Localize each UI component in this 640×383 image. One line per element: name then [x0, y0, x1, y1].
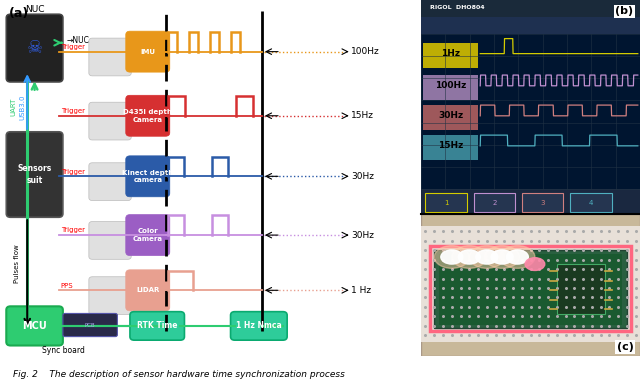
Circle shape — [525, 258, 545, 270]
Text: RTK Time: RTK Time — [137, 321, 177, 331]
Circle shape — [441, 250, 463, 264]
Text: LiDAR: LiDAR — [136, 287, 159, 293]
Bar — [423, 135, 478, 160]
Text: 100Hz: 100Hz — [435, 81, 467, 90]
Bar — [421, 0, 640, 17]
Text: 30Hz: 30Hz — [438, 111, 463, 120]
Text: 2: 2 — [492, 200, 497, 206]
Bar — [570, 193, 612, 212]
Bar — [421, 17, 640, 34]
Bar — [522, 193, 563, 212]
Circle shape — [458, 250, 480, 264]
Bar — [421, 34, 640, 189]
Text: 1Hz: 1Hz — [441, 49, 460, 58]
Bar — [557, 264, 605, 314]
FancyBboxPatch shape — [125, 270, 170, 311]
Text: 30Hz: 30Hz — [351, 231, 374, 240]
Text: 1 Hz Nmca: 1 Hz Nmca — [236, 321, 282, 331]
Text: 3: 3 — [540, 200, 545, 206]
Text: 15Hz: 15Hz — [351, 111, 374, 120]
Bar — [423, 75, 478, 100]
Text: Pulses flow: Pulses flow — [14, 244, 20, 283]
FancyBboxPatch shape — [89, 102, 131, 140]
FancyBboxPatch shape — [89, 277, 131, 314]
FancyBboxPatch shape — [125, 156, 170, 197]
Bar — [430, 246, 631, 331]
FancyBboxPatch shape — [125, 31, 170, 72]
Text: RIGOL  DHO804: RIGOL DHO804 — [430, 5, 484, 10]
Text: (b): (b) — [615, 7, 634, 16]
Circle shape — [476, 250, 498, 264]
Bar — [421, 189, 640, 214]
Text: →NUC: →NUC — [67, 36, 90, 46]
Text: PPS: PPS — [61, 283, 74, 288]
Text: NUC: NUC — [25, 5, 44, 14]
Text: UART: UART — [11, 98, 17, 116]
Text: PCB: PCB — [85, 323, 95, 328]
FancyBboxPatch shape — [89, 163, 131, 201]
FancyBboxPatch shape — [125, 214, 170, 255]
FancyBboxPatch shape — [125, 95, 170, 136]
Bar — [423, 105, 478, 130]
Bar — [435, 250, 627, 328]
Text: 1: 1 — [444, 200, 449, 206]
Text: Fig. 2    The description of sensor hardware time synchronization process: Fig. 2 The description of sensor hardwar… — [13, 370, 345, 379]
Text: D435i depth
Camera: D435i depth Camera — [124, 109, 172, 123]
Text: IMU: IMU — [140, 49, 156, 55]
Text: 4: 4 — [589, 200, 593, 206]
Circle shape — [500, 246, 535, 268]
FancyBboxPatch shape — [6, 14, 63, 82]
FancyBboxPatch shape — [63, 313, 117, 337]
Text: Trigger: Trigger — [61, 227, 84, 233]
Text: USB3.0: USB3.0 — [19, 94, 25, 119]
Text: MCU: MCU — [22, 321, 47, 331]
Text: ☠: ☠ — [26, 39, 43, 57]
Bar — [421, 226, 640, 342]
Text: Sensors
suit: Sensors suit — [17, 164, 52, 185]
Circle shape — [452, 246, 487, 268]
FancyBboxPatch shape — [230, 312, 287, 340]
Text: (a): (a) — [8, 7, 29, 20]
Text: 100Hz: 100Hz — [351, 47, 380, 56]
Text: Trigger: Trigger — [61, 44, 84, 50]
FancyBboxPatch shape — [130, 312, 184, 340]
FancyBboxPatch shape — [6, 306, 63, 345]
Text: 1 Hz: 1 Hz — [351, 286, 371, 295]
Bar — [426, 193, 467, 212]
Bar — [438, 254, 623, 325]
FancyBboxPatch shape — [6, 132, 63, 217]
FancyBboxPatch shape — [89, 38, 131, 76]
Bar — [474, 193, 515, 212]
Text: (c): (c) — [616, 342, 634, 352]
Text: Kinect depth
camera: Kinect depth camera — [122, 170, 173, 183]
Text: 30Hz: 30Hz — [351, 172, 374, 181]
Circle shape — [435, 246, 469, 268]
Text: 15Hz: 15Hz — [438, 141, 463, 151]
Circle shape — [469, 246, 504, 268]
Text: Sync board: Sync board — [42, 345, 85, 355]
Text: Trigger: Trigger — [61, 108, 84, 114]
Circle shape — [484, 246, 520, 268]
Bar — [423, 43, 478, 67]
FancyBboxPatch shape — [89, 221, 131, 259]
Text: Trigger: Trigger — [61, 169, 84, 175]
Circle shape — [491, 250, 513, 264]
Circle shape — [506, 250, 529, 264]
Text: Color
Camera: Color Camera — [132, 228, 163, 242]
